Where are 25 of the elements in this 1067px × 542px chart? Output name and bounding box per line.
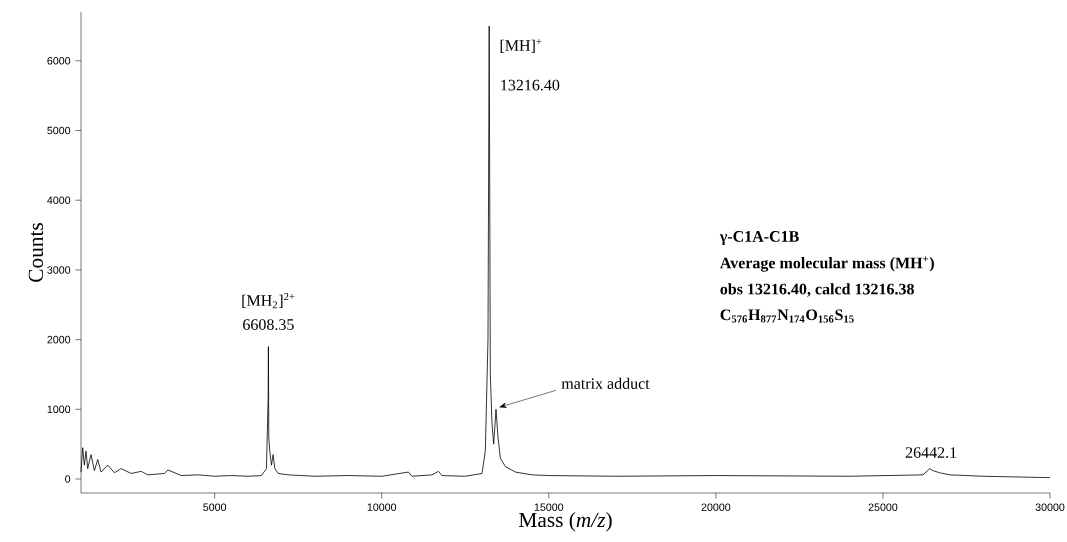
text: C$_{576}$H$_{877}$N$_{174}$O$_{156}$S$_{15}$ [720,309,854,323]
x-tick-label: 15000 [534,503,564,511]
y-tick-label: 2000 [47,335,71,344]
annotation: 13216.40 [501,79,560,91]
x-tick-label: 30000 [1035,503,1065,511]
annotation: [MH$_{2}$]$^{2+}$ [242,292,295,309]
annotation: 6608.35 [243,319,294,331]
x-tick-label: 25000 [868,503,898,511]
annotation: obs 13216.40, calcd 13216.38 [720,283,914,297]
y-tick-label: 5000 [47,126,71,135]
x-tick-label: 20000 [701,503,731,511]
y-axis-title: Counts [28,223,44,282]
y-tick-label: 3000 [47,266,71,274]
y-tick-label: 1000 [47,405,71,414]
annotation: matrix adduct [561,377,650,389]
y-tick-label: 0 [65,475,71,483]
annotation: γ-C1A-C1B [719,231,799,246]
annotation: [MH]$^{+}$ [500,38,542,53]
annotation: Average molecular mass (MH$^{+}$) [719,256,934,272]
x-tick-label: 10000 [367,503,397,511]
x-axis-title: Mass (m/z) [519,512,612,532]
annotation: 26442.1 [905,447,957,458]
y-tick-label: 4000 [47,196,71,204]
x-tick-label: 5000 [203,503,227,511]
y-tick-label: 6000 [47,57,71,65]
